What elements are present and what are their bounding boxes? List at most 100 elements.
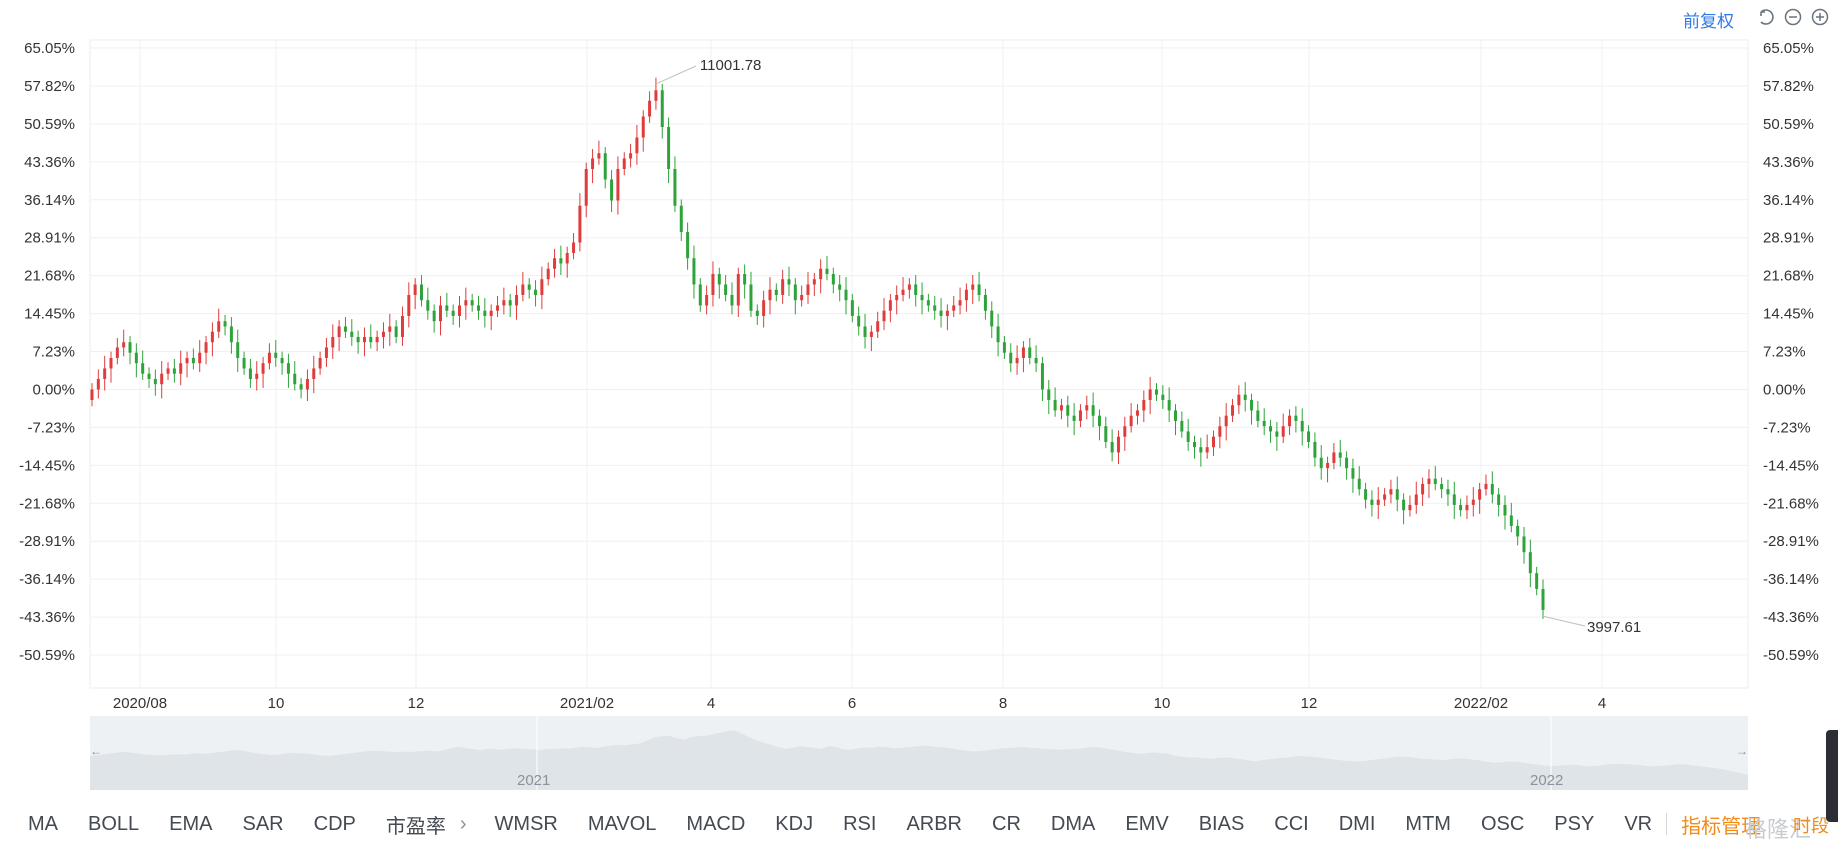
candle: [869, 325, 873, 352]
candle: [438, 296, 442, 336]
candle: [122, 329, 126, 357]
indicator-rsi[interactable]: RSI: [843, 812, 877, 835]
candle: [705, 285, 709, 315]
candle: [983, 288, 987, 320]
chevron-right-icon[interactable]: ›: [459, 812, 467, 835]
indicator-psy[interactable]: PSY: [1554, 812, 1595, 835]
candle: [191, 348, 195, 370]
candle: [1135, 404, 1139, 425]
candle: [1199, 437, 1203, 467]
candle: [1503, 495, 1507, 530]
indicator-dma[interactable]: DMA: [1050, 812, 1096, 835]
candle: [565, 246, 569, 278]
candle: [1326, 456, 1330, 483]
indicator-mtm[interactable]: MTM: [1405, 812, 1451, 835]
candle: [990, 301, 994, 339]
y-tick-right: 43.36%: [1763, 154, 1814, 171]
candle: [1123, 416, 1127, 451]
candle: [1452, 481, 1456, 520]
candle: [1427, 469, 1431, 499]
indicator-kdj[interactable]: KDJ: [775, 812, 814, 835]
y-tick-left: 28.91%: [24, 230, 75, 247]
candle: [578, 193, 582, 252]
period-button[interactable]: 时段: [1793, 816, 1829, 836]
indicator-boll[interactable]: BOLL: [88, 812, 140, 835]
kline-chart[interactable]: 65.05% 57.82% 50.59% 43.36% 36.14% 28.91% 21.6…: [0, 0, 1838, 716]
candle: [1338, 439, 1342, 467]
indicator-bar: MA BOLL EMA SAR CDP 市盈率 › WMSR MAVOL MAC…: [0, 800, 1838, 848]
indicator-sar[interactable]: SAR: [242, 812, 284, 835]
candle: [686, 222, 690, 270]
candle: [166, 362, 170, 381]
y-tick-left: -43.36%: [19, 609, 75, 626]
y-tick-right: -28.91%: [1763, 533, 1819, 550]
candle: [1110, 429, 1114, 462]
indicator-cdp[interactable]: CDP: [313, 812, 356, 835]
indicator-manage-button[interactable]: 指标管理: [1681, 815, 1762, 838]
indicator-mavol[interactable]: MAVOL: [587, 812, 657, 835]
indicator-pe[interactable]: 市盈率: [385, 815, 446, 838]
candle: [831, 267, 835, 294]
indicator-cci[interactable]: CCI: [1274, 812, 1309, 835]
candle: [147, 367, 151, 388]
x-tick: 2020/08: [113, 695, 167, 712]
candle: [521, 271, 525, 302]
candle: [996, 313, 1000, 357]
indicator-vr[interactable]: VR: [1624, 812, 1653, 835]
zoom-in-icon[interactable]: [1810, 7, 1830, 27]
candle: [717, 267, 721, 299]
candle: [926, 293, 930, 312]
candle: [857, 306, 861, 336]
candle: [388, 313, 392, 346]
indicator-ema[interactable]: EMA: [169, 812, 213, 835]
indicator-arbr[interactable]: ARBR: [906, 812, 963, 835]
indicator-dmi[interactable]: DMI: [1338, 812, 1376, 835]
navigator-left-handle[interactable]: ←: [90, 744, 102, 758]
candle: [907, 278, 911, 299]
y-tick-left: -14.45%: [19, 457, 75, 474]
candle: [1053, 387, 1057, 417]
indicator-wmsr[interactable]: WMSR: [494, 812, 558, 835]
candle: [103, 355, 107, 391]
candle: [572, 233, 576, 260]
candle: [134, 343, 138, 378]
candle: [1148, 376, 1152, 415]
indicator-ma[interactable]: MA: [28, 812, 58, 835]
y-tick-right: -36.14%: [1763, 571, 1819, 588]
candle: [679, 199, 683, 241]
candle: [812, 272, 816, 297]
candle: [1389, 479, 1393, 504]
range-navigator[interactable]: ← → 2021 2022: [90, 716, 1748, 790]
candle: [90, 383, 94, 407]
candle: [736, 267, 740, 318]
candle: [591, 149, 595, 184]
adjust-mode-button[interactable]: 前复权: [1683, 12, 1734, 31]
y-tick-right: -7.23%: [1763, 419, 1811, 436]
candle: [882, 298, 886, 331]
candle: [1250, 393, 1254, 425]
undo-icon[interactable]: [1756, 7, 1776, 27]
indicator-cr[interactable]: CR: [992, 812, 1021, 835]
candle: [635, 124, 639, 165]
candle: [553, 248, 557, 278]
candle: [115, 338, 119, 365]
x-tick: 12: [1301, 695, 1318, 712]
indicator-osc[interactable]: OSC: [1480, 812, 1525, 835]
navigator-right-handle[interactable]: →: [1736, 744, 1748, 758]
candle: [1104, 416, 1108, 449]
candle: [1154, 383, 1158, 401]
candle: [1440, 477, 1444, 499]
indicator-emv[interactable]: EMV: [1125, 812, 1169, 835]
y-tick-right: -50.59%: [1763, 647, 1819, 664]
indicator-macd[interactable]: MACD: [686, 812, 746, 835]
side-handle[interactable]: [1826, 730, 1838, 822]
candle: [458, 296, 462, 328]
y-tick-right: 21.68%: [1763, 268, 1814, 285]
candle: [1224, 403, 1228, 441]
zoom-out-icon[interactable]: [1783, 7, 1803, 27]
candle: [204, 335, 208, 365]
candle: [1142, 390, 1146, 422]
low-annotation: 3997.61: [1587, 619, 1641, 636]
indicator-bias[interactable]: BIAS: [1198, 812, 1245, 835]
candle: [1522, 526, 1526, 564]
